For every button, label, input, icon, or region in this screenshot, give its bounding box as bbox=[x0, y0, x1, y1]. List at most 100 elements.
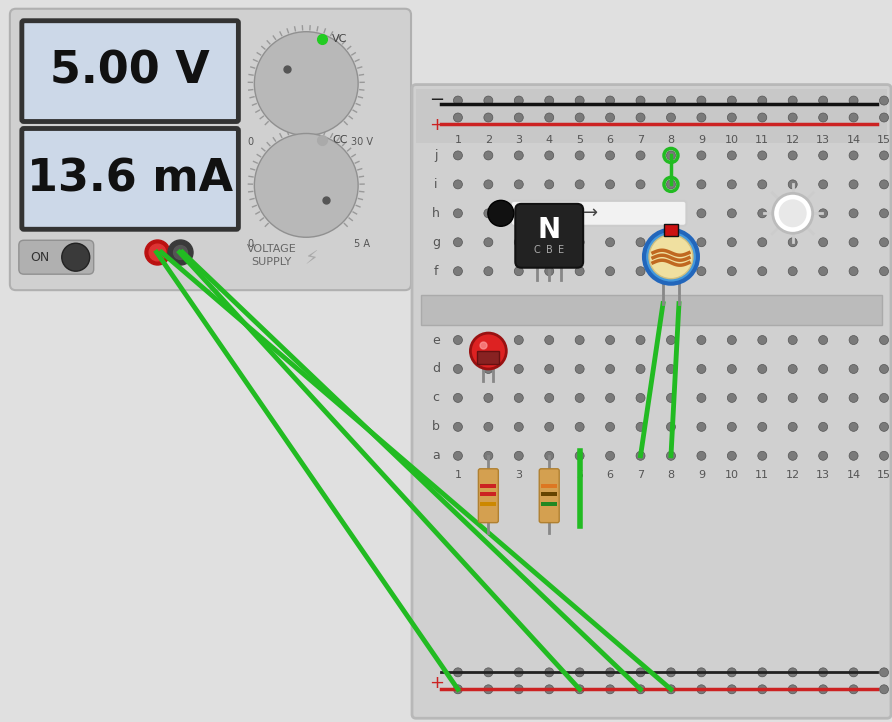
Bar bbox=[421, 295, 882, 325]
Circle shape bbox=[880, 422, 888, 431]
FancyBboxPatch shape bbox=[21, 21, 238, 121]
Circle shape bbox=[697, 365, 706, 373]
Circle shape bbox=[575, 365, 584, 373]
Text: f: f bbox=[434, 265, 438, 278]
Circle shape bbox=[545, 393, 554, 402]
Circle shape bbox=[606, 684, 615, 694]
Bar bbox=[481, 502, 496, 505]
Text: −: − bbox=[429, 90, 444, 108]
Circle shape bbox=[819, 336, 828, 344]
Text: 5.00 V: 5.00 V bbox=[50, 50, 210, 92]
Circle shape bbox=[483, 113, 493, 122]
Text: e: e bbox=[432, 334, 440, 347]
Circle shape bbox=[666, 151, 675, 160]
Circle shape bbox=[849, 113, 858, 122]
Circle shape bbox=[849, 451, 858, 461]
Circle shape bbox=[636, 422, 645, 431]
Circle shape bbox=[849, 668, 858, 677]
FancyBboxPatch shape bbox=[412, 84, 891, 718]
Circle shape bbox=[697, 266, 706, 276]
Circle shape bbox=[575, 113, 584, 122]
Text: i: i bbox=[434, 178, 438, 191]
Circle shape bbox=[545, 96, 554, 105]
Circle shape bbox=[697, 151, 706, 160]
Circle shape bbox=[483, 336, 493, 344]
Circle shape bbox=[606, 209, 615, 218]
Circle shape bbox=[545, 180, 554, 189]
Text: a: a bbox=[432, 449, 440, 462]
Text: 15: 15 bbox=[877, 136, 891, 145]
Circle shape bbox=[453, 113, 462, 122]
Text: h: h bbox=[432, 206, 440, 219]
Circle shape bbox=[606, 266, 615, 276]
Text: 5 A: 5 A bbox=[354, 239, 370, 249]
Circle shape bbox=[453, 180, 462, 189]
Circle shape bbox=[636, 151, 645, 160]
Circle shape bbox=[515, 422, 524, 431]
Circle shape bbox=[483, 96, 493, 105]
Circle shape bbox=[880, 266, 888, 276]
Circle shape bbox=[849, 684, 858, 694]
Circle shape bbox=[515, 393, 524, 402]
Circle shape bbox=[727, 422, 736, 431]
FancyBboxPatch shape bbox=[516, 204, 583, 268]
Circle shape bbox=[666, 266, 675, 276]
Circle shape bbox=[727, 209, 736, 218]
Circle shape bbox=[483, 393, 493, 402]
Circle shape bbox=[697, 422, 706, 431]
Circle shape bbox=[849, 336, 858, 344]
Circle shape bbox=[789, 336, 797, 344]
Circle shape bbox=[453, 96, 462, 105]
Circle shape bbox=[545, 684, 554, 694]
Circle shape bbox=[758, 180, 767, 189]
Circle shape bbox=[515, 336, 524, 344]
Circle shape bbox=[819, 180, 828, 189]
Text: 2: 2 bbox=[484, 470, 491, 479]
Circle shape bbox=[606, 668, 615, 677]
Circle shape bbox=[666, 422, 675, 431]
Circle shape bbox=[483, 422, 493, 431]
Text: 10: 10 bbox=[725, 136, 739, 145]
Circle shape bbox=[819, 238, 828, 247]
Text: 30 V: 30 V bbox=[351, 137, 373, 147]
Circle shape bbox=[488, 200, 514, 226]
Circle shape bbox=[606, 113, 615, 122]
Text: N: N bbox=[538, 216, 561, 244]
Circle shape bbox=[483, 209, 493, 218]
Text: VOLTAGE: VOLTAGE bbox=[246, 244, 296, 254]
Bar bbox=[541, 502, 558, 505]
Circle shape bbox=[819, 151, 828, 160]
Circle shape bbox=[758, 209, 767, 218]
Text: 8: 8 bbox=[667, 136, 674, 145]
Circle shape bbox=[849, 266, 858, 276]
Circle shape bbox=[880, 151, 888, 160]
Bar bbox=[664, 224, 678, 236]
Circle shape bbox=[483, 684, 493, 694]
Circle shape bbox=[849, 96, 858, 105]
Circle shape bbox=[880, 668, 888, 677]
Circle shape bbox=[606, 151, 615, 160]
Circle shape bbox=[606, 96, 615, 105]
Circle shape bbox=[453, 266, 462, 276]
Circle shape bbox=[697, 96, 706, 105]
Circle shape bbox=[62, 243, 90, 271]
Circle shape bbox=[727, 96, 736, 105]
Circle shape bbox=[758, 684, 767, 694]
Circle shape bbox=[636, 238, 645, 247]
Circle shape bbox=[819, 266, 828, 276]
Bar bbox=[477, 351, 500, 364]
Text: 7: 7 bbox=[637, 136, 644, 145]
Circle shape bbox=[515, 365, 524, 373]
Circle shape bbox=[666, 96, 675, 105]
Circle shape bbox=[453, 393, 462, 402]
Text: 13: 13 bbox=[816, 470, 830, 479]
Text: 3: 3 bbox=[516, 470, 523, 479]
Circle shape bbox=[545, 238, 554, 247]
Circle shape bbox=[758, 451, 767, 461]
Circle shape bbox=[606, 422, 615, 431]
Circle shape bbox=[697, 451, 706, 461]
Circle shape bbox=[758, 266, 767, 276]
Circle shape bbox=[789, 668, 797, 677]
Circle shape bbox=[880, 96, 888, 105]
Circle shape bbox=[880, 684, 888, 694]
